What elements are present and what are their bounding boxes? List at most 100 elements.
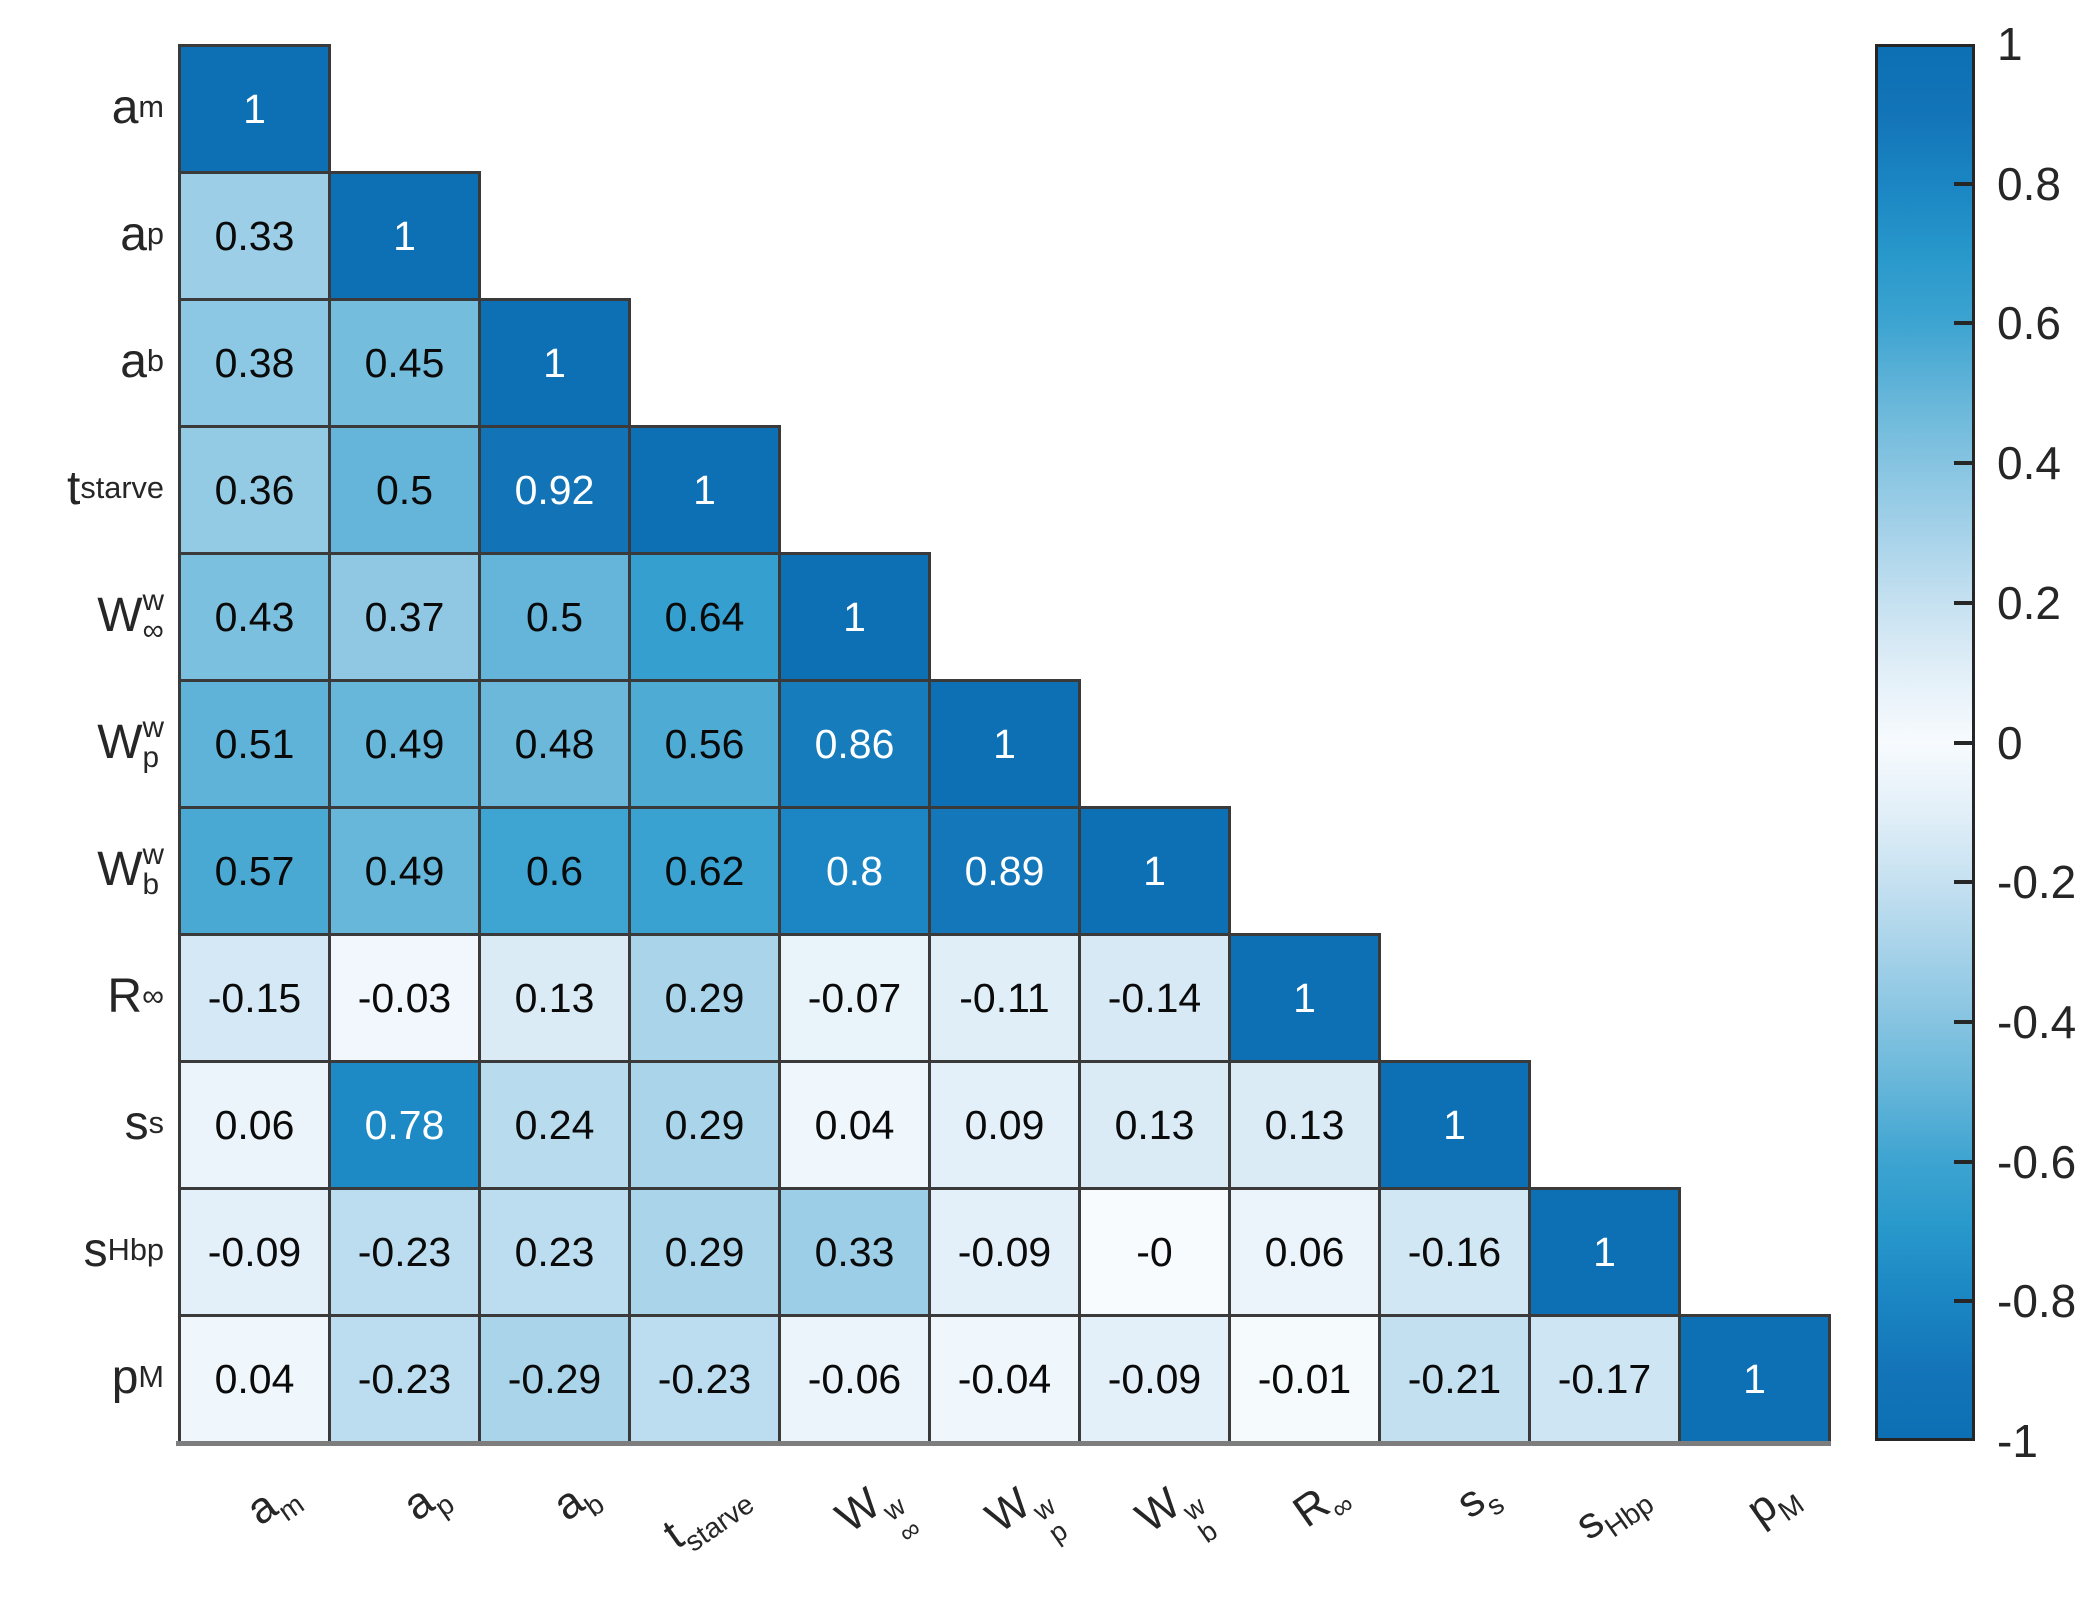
- cell-value: -0.14: [1107, 974, 1202, 1021]
- heatmap-cell: -0.16: [1378, 1187, 1528, 1314]
- cell-value: 0.86: [814, 720, 895, 767]
- colorbar-tick-label: 1: [1997, 18, 2023, 70]
- colorbar-tick-mark: [1954, 181, 1972, 186]
- x-axis-line: [176, 1441, 1831, 1446]
- cell-value: 1: [1143, 847, 1166, 894]
- cell-value: 0.09: [964, 1101, 1045, 1148]
- heatmap-cell: -0.14: [1078, 933, 1228, 1060]
- heatmap-cell: -0.09: [928, 1187, 1078, 1314]
- colorbar-tick-label: -0.4: [1997, 995, 2077, 1048]
- cell-value: -0.23: [357, 1228, 452, 1275]
- cell-value: -0.15: [207, 974, 302, 1021]
- variable-base: W: [97, 716, 143, 769]
- heatmap-cell: 0.86: [778, 679, 928, 806]
- heatmap-cell: 0.37: [328, 552, 478, 679]
- cell-value: 0.38: [214, 339, 295, 386]
- heatmap-cell: 0.23: [478, 1187, 628, 1314]
- colorbar-tick-mark: [1954, 740, 1972, 745]
- cell-value: 0.24: [514, 1101, 595, 1148]
- x-tick-label-a_p: ap: [394, 1467, 459, 1536]
- heatmap-cell: 0.49: [328, 806, 478, 933]
- cell-value: 1: [693, 466, 716, 513]
- variable-subscript: b: [146, 343, 164, 379]
- heatmap-cell: -0.06: [778, 1314, 928, 1444]
- cell-value: 0.13: [514, 974, 595, 1021]
- heatmap-cell: 0.45: [328, 298, 478, 425]
- colorbar-tick-label: -0.2: [1997, 856, 2077, 909]
- cell-value: 0.5: [526, 593, 583, 640]
- colorbar-tick-mark: [1954, 880, 1972, 885]
- cell-value: 0.29: [664, 1228, 745, 1275]
- colorbar-tick-label: 0.4: [1997, 437, 2061, 490]
- cell-value: -0.23: [657, 1355, 752, 1402]
- cell-value: -0.01: [1257, 1355, 1352, 1402]
- heatmap-cell: -0.23: [328, 1314, 478, 1444]
- cell-value: 0.13: [1264, 1101, 1345, 1148]
- heatmap-cell: 0.29: [628, 1060, 778, 1187]
- cell-value: 1: [1443, 1101, 1466, 1148]
- cell-value: 0.92: [514, 466, 595, 513]
- x-tick-label-s_Hbp: sHbp: [1567, 1467, 1660, 1555]
- variable-subscript: M: [138, 1359, 164, 1395]
- y-tick-label-R_inf: R ∞: [0, 933, 164, 1060]
- cell-value: 0.89: [964, 847, 1045, 894]
- heatmap-cell: 0.62: [628, 806, 778, 933]
- heatmap-cell: 0.13: [1228, 1060, 1378, 1187]
- heatmap-cell: 0.33: [778, 1187, 928, 1314]
- x-tick-label-s_s: ss: [1447, 1467, 1509, 1534]
- cell-value: 1: [1743, 1355, 1766, 1402]
- cell-value: -0.06: [807, 1355, 902, 1402]
- cell-value: 0.56: [664, 720, 745, 767]
- cell-value: 0.64: [664, 593, 745, 640]
- variable-subscript: starve: [678, 1488, 760, 1558]
- cell-value: -0.07: [807, 974, 902, 1021]
- heatmap-cell: 0.6: [478, 806, 628, 933]
- heatmap-cell: -0.09: [178, 1187, 328, 1314]
- cell-value: 0.23: [514, 1228, 595, 1275]
- cell-value: 1: [1593, 1228, 1616, 1275]
- heatmap-cell: 0.43: [178, 552, 328, 679]
- heatmap-cell: 0.04: [778, 1060, 928, 1187]
- variable-subscript: starve: [80, 470, 164, 506]
- heatmap-cell: 0.13: [478, 933, 628, 1060]
- cell-value: 1: [243, 85, 266, 132]
- colorbar-tick-label: 0.6: [1997, 297, 2061, 350]
- heatmap-cell: -0.23: [628, 1314, 778, 1444]
- heatmap-cell: 0.09: [928, 1060, 1078, 1187]
- heatmap-cell: 1: [628, 425, 781, 552]
- colorbar-tick-label: 0.2: [1997, 576, 2061, 629]
- cell-value: -0.04: [957, 1355, 1052, 1402]
- cell-value: 0.33: [814, 1228, 895, 1275]
- cell-value: 0.13: [1114, 1101, 1195, 1148]
- cell-value: -0.21: [1407, 1355, 1502, 1402]
- cell-value: -0.29: [507, 1355, 602, 1402]
- variable-base: t: [67, 462, 81, 515]
- cell-value: 0.43: [214, 593, 295, 640]
- cell-value: 0.04: [814, 1101, 895, 1148]
- heatmap-cell: 0.8: [778, 806, 928, 933]
- heatmap-cell: 0.51: [178, 679, 328, 806]
- heatmap-cell: 0.64: [628, 552, 778, 679]
- colorbar: [1875, 44, 1975, 1441]
- variable-base: R: [107, 970, 143, 1023]
- cell-value: 1: [993, 720, 1016, 767]
- variable-base: a: [111, 81, 139, 134]
- heatmap-cell: -0.07: [778, 933, 928, 1060]
- heatmap-cell: 1: [1078, 806, 1231, 933]
- heatmap-cell: 0.38: [178, 298, 328, 425]
- cell-value: -0.09: [957, 1228, 1052, 1275]
- heatmap-cell: -0.09: [1078, 1314, 1228, 1444]
- cell-value: 0.6: [526, 847, 583, 894]
- cell-value: -0.16: [1407, 1228, 1502, 1275]
- colorbar-tick-mark: [1954, 1299, 1972, 1304]
- cell-value: -0.03: [357, 974, 452, 1021]
- cell-value: -0.11: [959, 974, 1050, 1021]
- heatmap-cell: 1: [1678, 1314, 1831, 1444]
- cell-value: 0.49: [364, 847, 445, 894]
- heatmap-cell: 1: [178, 44, 331, 171]
